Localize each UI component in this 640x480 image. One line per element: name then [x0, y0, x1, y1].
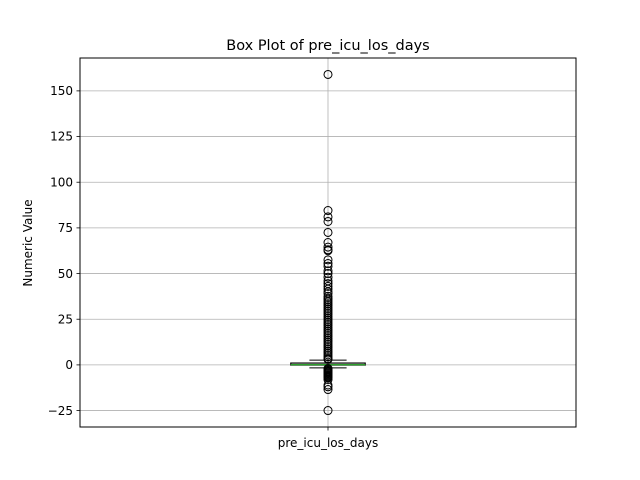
outlier-marker	[323, 261, 333, 271]
outlier-marker	[323, 281, 333, 291]
outlier-points	[323, 69, 333, 416]
outlier-marker	[323, 354, 333, 364]
outlier-marker	[323, 206, 333, 216]
y-tick-label: 75	[58, 221, 73, 235]
outlier-marker	[323, 284, 333, 294]
x-axis-ticks: pre_icu_los_days	[278, 427, 378, 450]
y-tick-label: −25	[48, 404, 73, 418]
outlier-marker	[323, 69, 333, 79]
y-tick-label: 25	[58, 312, 73, 326]
y-tick-label: 125	[50, 130, 73, 144]
outlier-marker	[323, 269, 333, 279]
outlier-marker	[323, 259, 333, 269]
outlier-marker	[323, 246, 333, 256]
outlier-marker	[323, 266, 333, 276]
outlier-marker	[323, 242, 333, 252]
outlier-marker	[323, 406, 333, 416]
outlier-marker	[323, 255, 333, 265]
y-axis-ticks: −25 0 25 50 75 100 125 150	[48, 84, 80, 418]
outlier-marker	[323, 272, 333, 282]
y-tick-label: 50	[58, 267, 73, 281]
grid-lines	[80, 58, 576, 427]
x-tick-label: pre_icu_los_days	[278, 436, 378, 450]
y-tick-label: 0	[65, 358, 73, 372]
y-tick-label: 100	[50, 175, 73, 189]
y-tick-label: 150	[50, 84, 73, 98]
outlier-marker	[323, 212, 333, 222]
outlier-marker	[323, 227, 333, 237]
y-axis-title: Numeric Value	[21, 199, 35, 286]
outlier-marker	[323, 375, 333, 385]
outlier-marker	[323, 216, 333, 226]
outlier-marker	[323, 382, 333, 392]
outlier-marker	[323, 385, 333, 395]
chart-title: Box Plot of pre_icu_los_days	[226, 38, 429, 54]
